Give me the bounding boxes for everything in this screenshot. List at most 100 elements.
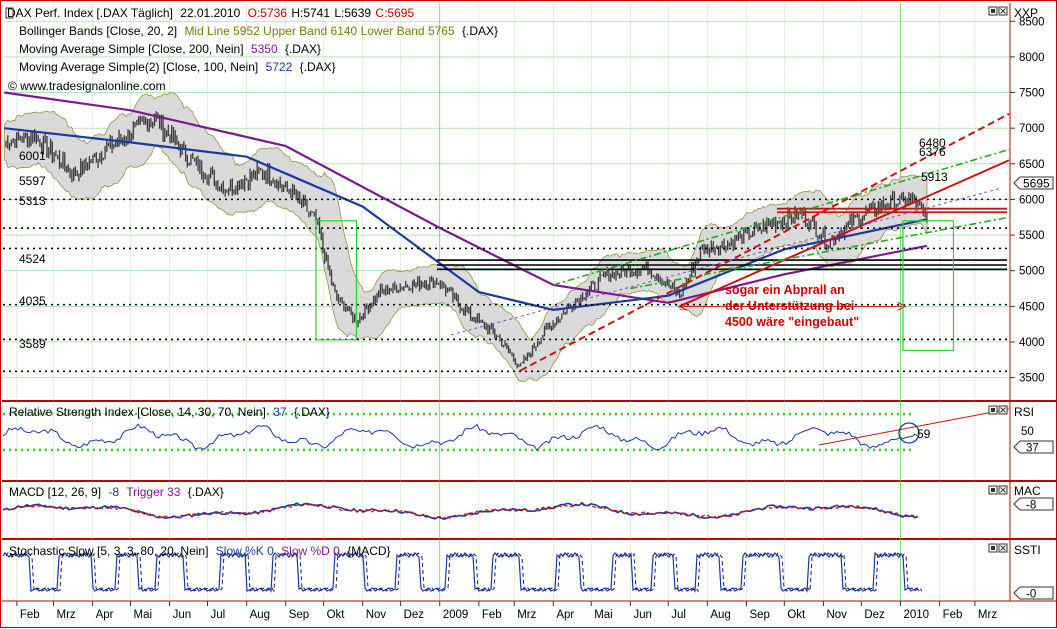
level-label: 6001 — [19, 149, 46, 163]
level-label: 5597 — [19, 174, 46, 188]
x-tick-label: Mai — [133, 609, 152, 621]
annotation-line: 4500 wäre "eingebaut" — [725, 315, 859, 329]
x-axis-ticks: Feb Mrz Apr Mai Jun Jul Aug Sep Okt Nov Dez 2009 Feb… — [16, 601, 997, 621]
macd-restore-icon[interactable] — [988, 485, 998, 495]
rsi-axis-label: RSI — [1014, 405, 1034, 419]
stoch-legend: Stochastic Slow [5, 3, 3, 80, 20, Nein] … — [9, 543, 1054, 601]
last-price-value: 5695 — [1023, 177, 1050, 191]
x-tick-label: Jul — [671, 609, 686, 621]
x-tick-label: Mrz — [978, 609, 997, 621]
x-tick-label: Nov — [366, 609, 387, 621]
rsi-close-icon[interactable] — [998, 405, 1008, 415]
y-axis-ticks: 8500 8000 7500 7000 6500 6000 5500 5000 4500 4000… — [1010, 16, 1045, 385]
trend-line — [679, 159, 1010, 308]
y-tick-label: 8500 — [1019, 16, 1045, 28]
x-tick-label: Aug — [710, 609, 730, 621]
price-series — [5, 111, 928, 369]
x-tick-label: Sep — [749, 609, 769, 621]
restore-icon[interactable] — [988, 6, 998, 16]
level-label: 5313 — [19, 194, 46, 208]
y-tick-label: 7000 — [1019, 123, 1045, 135]
macd-badge: -8 — [1026, 500, 1036, 512]
legend-ma200: Moving Average Simple [Close, 200, Nein]… — [19, 42, 321, 56]
macd-axis-label: MAC — [1014, 484, 1041, 498]
chart-legend: DAX Perf. Index [.DAX Täglich] 22.01.201… — [7, 6, 1038, 93]
x-tick-label: Sep — [289, 609, 309, 621]
rsi-trend-line — [818, 408, 1010, 446]
x-tick-label: 2009 — [443, 609, 469, 621]
stoch-title: Stochastic Slow [5, 3, 3, 80, 20, Nein] … — [9, 544, 391, 558]
arrow-head — [897, 301, 907, 311]
annotation-line: sogar ein Abprall an — [725, 283, 845, 297]
x-tick-label: Apr — [96, 609, 114, 621]
rsi-restore-icon[interactable] — [988, 405, 998, 415]
rsi-marker-circle — [898, 422, 920, 444]
indicator-panels — [2, 408, 1010, 593]
rsi-legend: Relative Strength Index [Close, 14, 30, … — [9, 405, 1054, 455]
fib-label: 6480 — [919, 136, 946, 150]
x-tick-label: Mai — [594, 609, 613, 621]
rsi-line — [2, 423, 919, 452]
macd-badge-shape — [1013, 497, 1054, 511]
trend-lines — [450, 113, 1010, 372]
x-tick-label: Jun — [173, 609, 192, 621]
annotation: sogar ein Abprall an der Unterstützung b… — [725, 283, 859, 329]
x-tick-label: Aug — [250, 609, 270, 621]
rsi-badge: 37 — [1026, 443, 1039, 455]
fib-label: 6376 — [919, 145, 946, 159]
macd-trigger-line — [2, 503, 919, 520]
legend-ma100: Moving Average Simple(2) [Close, 100, Ne… — [19, 60, 336, 74]
y-tick-label: 4000 — [1019, 337, 1045, 349]
close-icon[interactable] — [998, 6, 1008, 16]
y-tick-label: 7500 — [1019, 88, 1045, 100]
stoch-d-line — [5, 551, 923, 593]
x-tick-label: Mrz — [517, 609, 536, 621]
level-label: 4524 — [19, 252, 46, 266]
x-tick-label: Dez — [864, 609, 885, 621]
last-price-badge: 5695 — [1013, 176, 1054, 191]
x-tick-label: Okt — [787, 609, 806, 621]
x-tick-label: 2010 — [903, 609, 929, 621]
y-tick-label: 8000 — [1019, 52, 1045, 64]
x-tick-label: Jun — [633, 609, 652, 621]
fib-label: 5913 — [921, 170, 948, 184]
stoch-badge-shape — [1013, 586, 1054, 600]
fib-labels: 6480 6376 5913 — [919, 136, 948, 184]
x-tick-label: Mrz — [56, 609, 75, 621]
x-tick-label: Apr — [556, 609, 574, 621]
watermark: © www.tradesignalonline.com — [8, 79, 166, 93]
trend-line — [553, 148, 1010, 286]
bollinger-bands — [3, 92, 928, 382]
x-tick-label: Dez — [404, 609, 425, 621]
stoch-restore-icon[interactable] — [988, 543, 998, 553]
x-tick-label: Jul — [210, 609, 225, 621]
bollinger-band-area — [3, 92, 928, 382]
stoch-k-line — [2, 551, 920, 593]
trend-line — [520, 113, 1010, 372]
stoch-badge: -0 — [1026, 589, 1036, 601]
stoch-axis-label: SSTI — [1014, 543, 1041, 557]
trend-line — [450, 188, 1000, 336]
chart-title: DAX Perf. Index [.DAX Täglich] 22.01.201… — [7, 6, 414, 20]
y-tick-label: 6000 — [1019, 194, 1045, 206]
rsi-title: Relative Strength Index [Close, 14, 30, … — [9, 405, 330, 419]
y-tick-label: 3500 — [1019, 373, 1045, 385]
y-tick-label: 6500 — [1019, 159, 1045, 171]
annotation-line: der Unterstützung bei — [725, 299, 854, 313]
x-tick-label: Feb — [20, 609, 40, 621]
axis-label-price: XXP — [1014, 6, 1038, 20]
macd-title: MACD [12, 26, 9] -8 Trigger 33 {.DAX} — [9, 485, 224, 499]
level-labels: 6001 5597 5313 4524 4035 3589 — [19, 149, 46, 351]
level-label: 4035 — [19, 294, 46, 308]
chart-icon — [5, 7, 14, 19]
crash-box — [315, 220, 358, 341]
stoch-close-icon[interactable] — [998, 543, 1008, 553]
x-tick-label: Nov — [826, 609, 847, 621]
x-tick-label: Feb — [482, 609, 502, 621]
highlight-boxes — [315, 220, 955, 352]
macd-legend: MACD [12, 26, 9] -8 Trigger 33 {.DAX} MA… — [9, 484, 1054, 512]
y-tick-label: 4500 — [1019, 301, 1045, 313]
macd-close-icon[interactable] — [998, 485, 1008, 495]
